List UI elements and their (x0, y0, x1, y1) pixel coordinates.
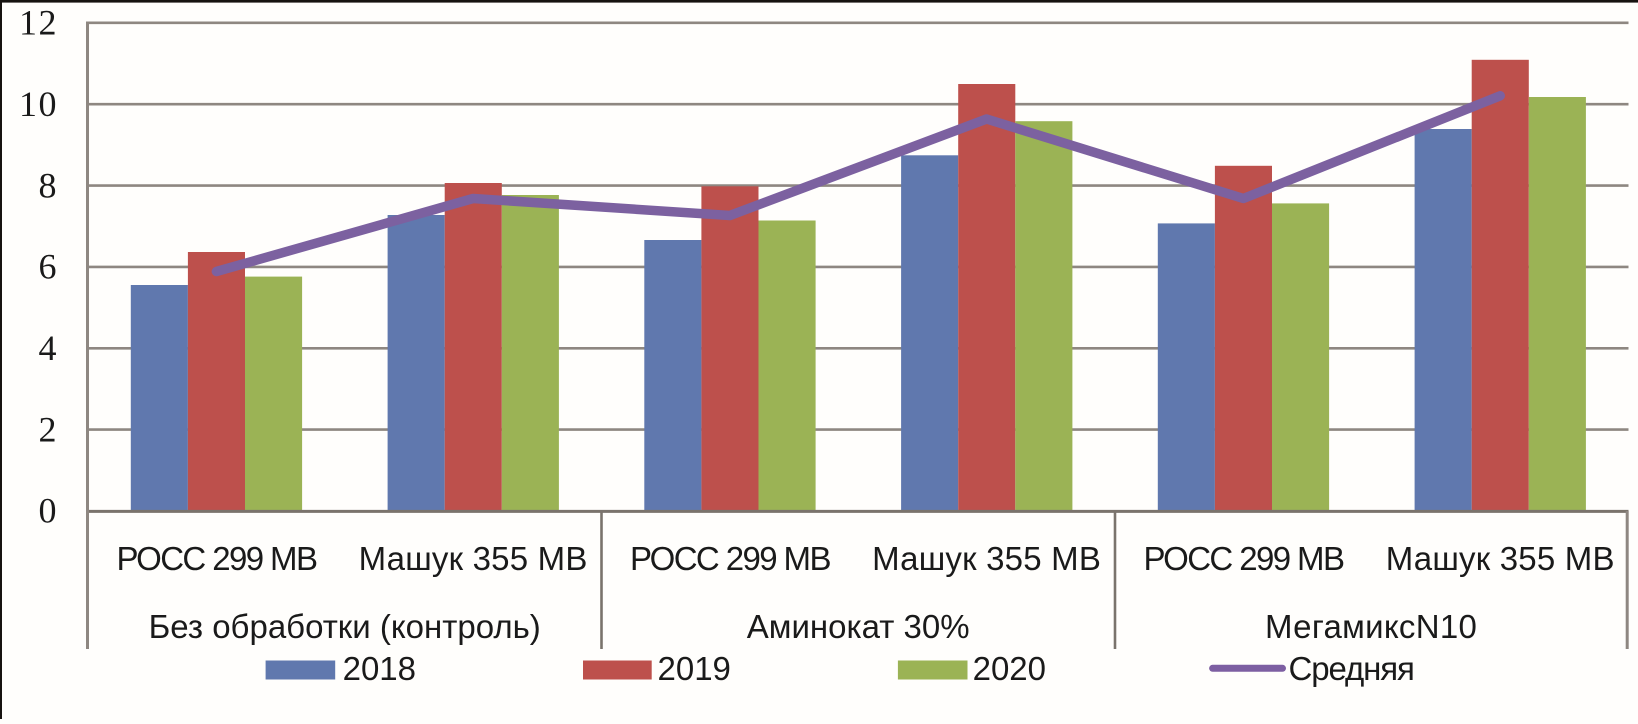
svg-text:РОСС 299 МВ: РОСС 299 МВ (116, 540, 317, 577)
svg-text:Без обработки (контроль): Без обработки (контроль) (149, 608, 541, 645)
svg-text:Машук 355 МВ: Машук 355 МВ (1386, 540, 1615, 577)
svg-text:4: 4 (39, 328, 59, 368)
svg-text:6: 6 (39, 247, 59, 287)
svg-text:0: 0 (39, 491, 59, 531)
svg-text:2018: 2018 (343, 650, 416, 687)
svg-text:Аминокат 30%: Аминокат 30% (747, 608, 970, 645)
svg-text:Машук 355 МВ: Машук 355 МВ (359, 540, 588, 577)
svg-text:Средняя: Средняя (1289, 650, 1414, 687)
svg-text:10: 10 (19, 84, 58, 124)
svg-text:2019: 2019 (658, 650, 731, 687)
svg-text:2020: 2020 (973, 650, 1046, 687)
svg-text:2: 2 (39, 409, 59, 449)
svg-text:8: 8 (39, 165, 59, 205)
svg-text:РОСС 299 МВ: РОСС 299 МВ (1143, 540, 1344, 577)
svg-text:РОСС 299 МВ: РОСС 299 МВ (630, 540, 831, 577)
svg-text:МегамиксN10: МегамиксN10 (1265, 608, 1477, 645)
svg-text:Машук 355 МВ: Машук 355 МВ (872, 540, 1101, 577)
svg-text:12: 12 (19, 3, 58, 43)
